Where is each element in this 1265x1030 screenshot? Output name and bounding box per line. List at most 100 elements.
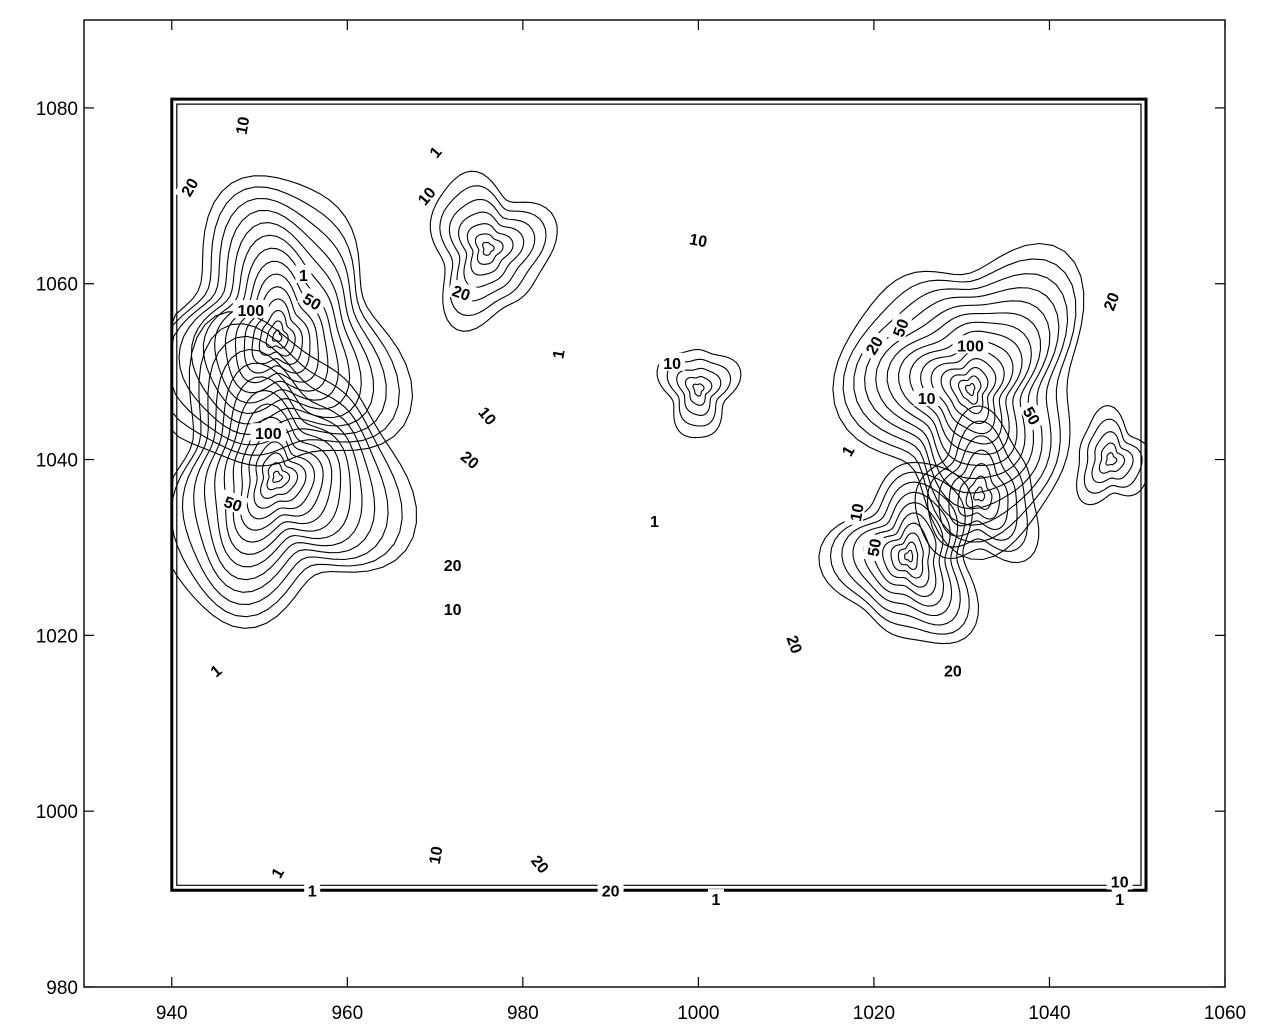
contour-label-group: 1 (203, 657, 227, 682)
contour-line (193, 348, 376, 593)
contour-line (429, 170, 558, 332)
contour-label-bg (913, 388, 940, 406)
contour-label: 20 (1101, 290, 1123, 313)
contour-label-bg (952, 335, 989, 354)
contour-line (253, 441, 307, 509)
contour-line (265, 320, 289, 349)
contour-line (832, 242, 1085, 561)
contour-line (171, 323, 403, 618)
contour-label-bg (861, 532, 885, 562)
contour-line (898, 321, 1032, 467)
x-tick-label: 960 (331, 1003, 363, 1024)
contour-label: 10 (848, 502, 868, 523)
contour-line (266, 462, 291, 491)
contour-label-group: 1 (707, 889, 724, 909)
contour-line (458, 211, 525, 288)
contour-label: 1 (550, 348, 568, 360)
contour-label-group: 1 (304, 880, 321, 900)
contour-label-group: 10 (844, 497, 868, 527)
contour-line (818, 461, 980, 645)
contour-line (258, 309, 296, 357)
contour-label-bg (1097, 285, 1123, 317)
contour-line (676, 367, 722, 416)
contour-label-bg (439, 599, 466, 617)
contour-label-bg (939, 660, 966, 679)
contour-label-group: 50 (218, 489, 249, 516)
contour-label-bg (782, 628, 809, 660)
contour-label-bg (422, 139, 447, 164)
contour-line (930, 348, 1005, 435)
contour-label-group: 50 (886, 312, 913, 343)
contour-label-bg (295, 264, 312, 283)
contour-line (1076, 405, 1147, 506)
contour-line (234, 273, 319, 384)
contour-label-group: 20 (446, 278, 478, 305)
contour-line (232, 403, 333, 543)
contour-label-group: 20 (525, 847, 557, 880)
contour-label: 50 (865, 537, 885, 558)
y-tick-label: 1020 (36, 626, 78, 647)
contour-label-bg (422, 840, 446, 870)
y-tick-label: 1060 (36, 275, 78, 296)
contour-label: 20 (602, 883, 620, 900)
contour-label: 20 (450, 283, 473, 305)
contour-label-group: 100 (250, 423, 287, 443)
contour-label-group: 10 (1106, 871, 1133, 892)
contour-line (852, 491, 953, 617)
contour-label: 10 (444, 602, 462, 619)
plot-frame (83, 19, 1226, 988)
x-tick-label: 1040 (1028, 1003, 1070, 1024)
contour-line (1105, 452, 1118, 466)
contour-label-bg (174, 170, 203, 203)
contour-label-group: 10 (229, 110, 254, 140)
contour-label-group: 1 (422, 139, 447, 164)
contour-label: 10 (688, 231, 709, 251)
contour-label: 50 (221, 494, 244, 516)
contour-label-group: 50 (296, 286, 329, 315)
contour-line (439, 185, 547, 317)
contour-label-bg (473, 399, 504, 431)
contour-line (949, 366, 989, 415)
contour-label-bg (844, 497, 867, 527)
contour-line (914, 405, 1040, 564)
contour-line (938, 435, 1018, 541)
contour-label-bg (646, 511, 663, 530)
contour-label-bg (886, 312, 913, 343)
contour-line (890, 532, 924, 579)
contour-label-bg (525, 847, 557, 880)
contour-line (666, 358, 732, 427)
contour-line (940, 358, 997, 425)
contour-label: 100 (957, 338, 984, 355)
boundary-outer (170, 97, 1148, 892)
x-tick-label: 940 (156, 1003, 188, 1024)
contour-label: 1 (308, 883, 317, 900)
contour-label-group: 20 (439, 555, 466, 575)
contour-line (178, 209, 375, 435)
contour-label-bg (684, 227, 713, 250)
contour-label-group: 1 (646, 511, 663, 531)
contour-label: 20 (444, 558, 462, 575)
contour-label-group: 20 (1097, 285, 1123, 317)
contour-line (474, 233, 504, 265)
contour-label: 50 (299, 291, 323, 315)
contour-label-group: 100 (232, 300, 269, 320)
contour-label: 20 (944, 664, 962, 681)
contour-label-group: 50 (1018, 399, 1048, 431)
contour-label-bg (546, 344, 568, 364)
contour-label: 10 (234, 115, 254, 136)
contour-label-bg (834, 438, 859, 462)
contour-line (171, 197, 387, 446)
contour-line (842, 258, 1077, 543)
contour-label-bg (455, 443, 487, 474)
contour-label: 50 (891, 317, 913, 340)
x-tick-label: 1060 (1204, 1003, 1246, 1024)
contour-line (897, 541, 919, 571)
contour-line (203, 362, 363, 581)
contour-line (864, 287, 1060, 510)
contour-label-bg (858, 329, 888, 361)
contour-line (684, 376, 713, 406)
contour-label-bg (1111, 889, 1128, 908)
y-tick-label: 1040 (36, 451, 78, 472)
contour-label: 20 (179, 176, 203, 200)
y-tick-label: 1000 (36, 802, 78, 823)
